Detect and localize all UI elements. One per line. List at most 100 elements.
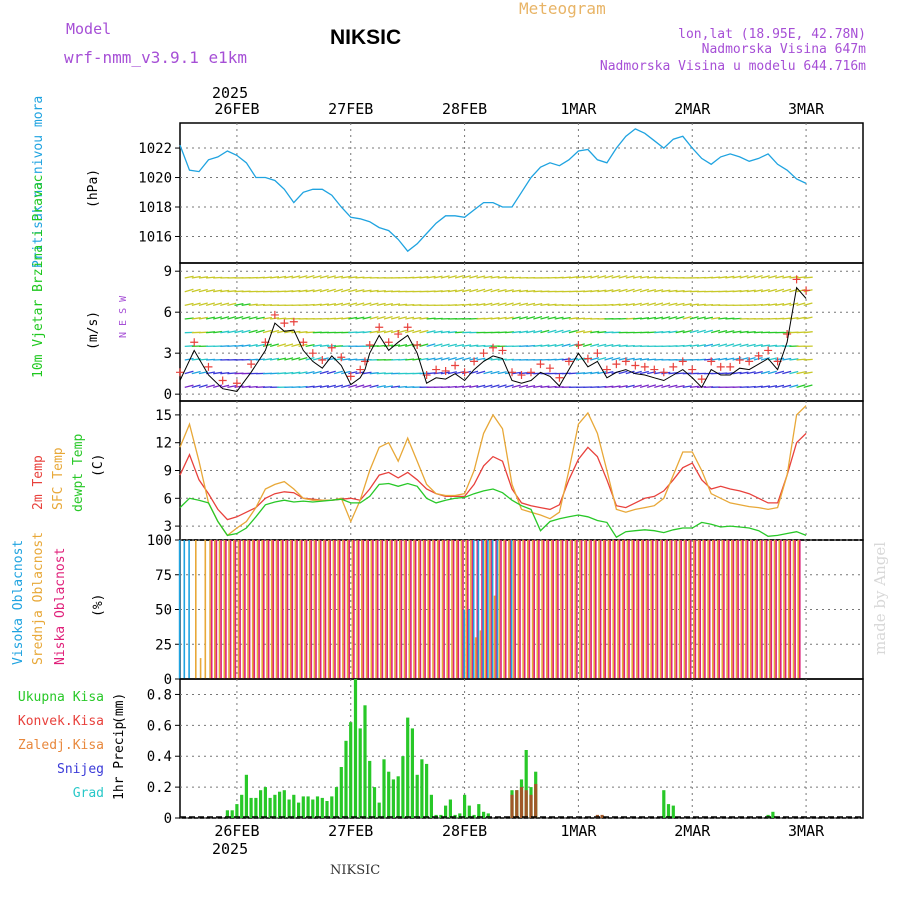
wind-barb [639,288,649,293]
cloud-bar-mid [418,540,420,679]
wind-barb [583,275,593,279]
cloud-bar-low [348,540,350,679]
cloud-bar-low [457,540,460,679]
wind-barb [362,289,372,293]
wind-barb [718,276,728,279]
wind-barb [362,302,372,306]
temp-dewpt-line [179,482,807,539]
cloud-bar-mid [214,540,216,679]
cloud-bar-low [338,540,341,679]
ytick-label: 0.8 [147,687,172,703]
wind-gust-mark [479,349,488,358]
wind-barb [269,343,279,347]
ytick-label: 15 [155,408,172,424]
wind-barb [753,385,763,388]
wind-gust-mark [318,356,327,365]
cloud-bar-mid [617,540,619,679]
precip-bar [439,814,443,818]
wind-barb [753,344,763,347]
wind-barb [376,290,386,293]
wind-barb [718,317,728,320]
wind-barb [654,331,664,334]
cloud-bar-mid [394,540,396,679]
cloud-bar-low [239,540,241,679]
cloud-bar-mid [389,540,392,679]
wind-barb [255,303,265,307]
wind-panel: 0 3 6 9 10m Vjetar Brzina i Pravac (m/s) N … [31,175,864,403]
cloud-bar-mid [659,540,662,679]
precip-bar [671,805,675,818]
cloud-bar-low [429,540,431,679]
wind-barb [661,302,671,306]
cloud-bar-mid [773,540,776,679]
wind-barb [547,303,557,307]
cloud-bar-mid [195,540,197,679]
precip-yticks: 0 0.2 0.4 0.6 0.8 [147,687,180,827]
cloud-bar-low [533,540,535,679]
cloud-bar-mid [678,540,681,679]
precip-bar [358,728,362,818]
precip-bar [472,814,476,818]
cloud-bar-mid [612,540,614,679]
cloud-bar-low [400,540,403,679]
precip-bar [268,797,272,818]
wind-gust-mark [384,338,393,347]
cloud-bar-low [789,540,792,679]
wind-barb [277,275,287,279]
pressure-yticks: 1016 1018 1020 1022 [138,141,180,245]
wind-barb [796,316,806,320]
precip-bar [410,728,414,818]
wind-barb [682,303,692,306]
wind-barb [661,371,671,375]
wind-barb [234,344,244,347]
precip-bar [339,767,343,818]
cloud-bar-mid [731,540,733,679]
cloud-bar-low [362,540,365,679]
wind-barb [205,316,216,320]
wind-barb [611,344,621,347]
precip-bar [666,804,671,818]
wind-barb [718,357,728,361]
cloud-bar-mid [436,540,439,679]
wind-barb [689,344,699,347]
cloud-bar-mid [754,540,757,679]
cloud-bar-low [595,540,597,679]
wind-barb [398,316,408,320]
wind-barb [369,316,379,320]
wind-gust-mark [299,338,308,347]
cloud-bar-low [618,540,621,679]
cloud-bar-mid [204,540,207,679]
wind-barb [490,288,500,293]
wind-barb [433,357,443,361]
cloud-bar-mid [479,630,482,679]
wind-barb [241,329,251,334]
wind-barb [369,330,379,334]
wind-barb [668,372,678,375]
wind-barb [711,329,721,334]
wind-barb [355,331,365,334]
wind-barb [632,302,642,306]
day-label: 27FEB [328,100,373,118]
wind-barb [675,290,685,293]
wind-barb [184,317,194,320]
cloud-bar-mid [721,540,724,679]
wind-barb [767,370,777,375]
cloud-bar-mid [541,540,543,679]
wind-barb [561,343,571,347]
wind-barb [504,316,514,320]
cloud-label-low: Niska Oblacnost [53,548,68,665]
wind-barb [326,288,336,293]
cloud-bar-low [367,540,369,679]
cloud-bar-mid [560,540,562,679]
wind-gust-mark [517,371,526,380]
cloud-bar-high [178,540,181,679]
cloud-bar-mid [408,540,411,679]
precip-bar [448,799,452,818]
wind-barb [590,330,600,334]
wind-gust-mark [792,275,801,284]
wind-barb [732,275,742,279]
precip-ylabel: 1hr Precip [112,722,127,800]
cloud-bar-low [452,540,455,679]
wind-barb [312,344,322,347]
